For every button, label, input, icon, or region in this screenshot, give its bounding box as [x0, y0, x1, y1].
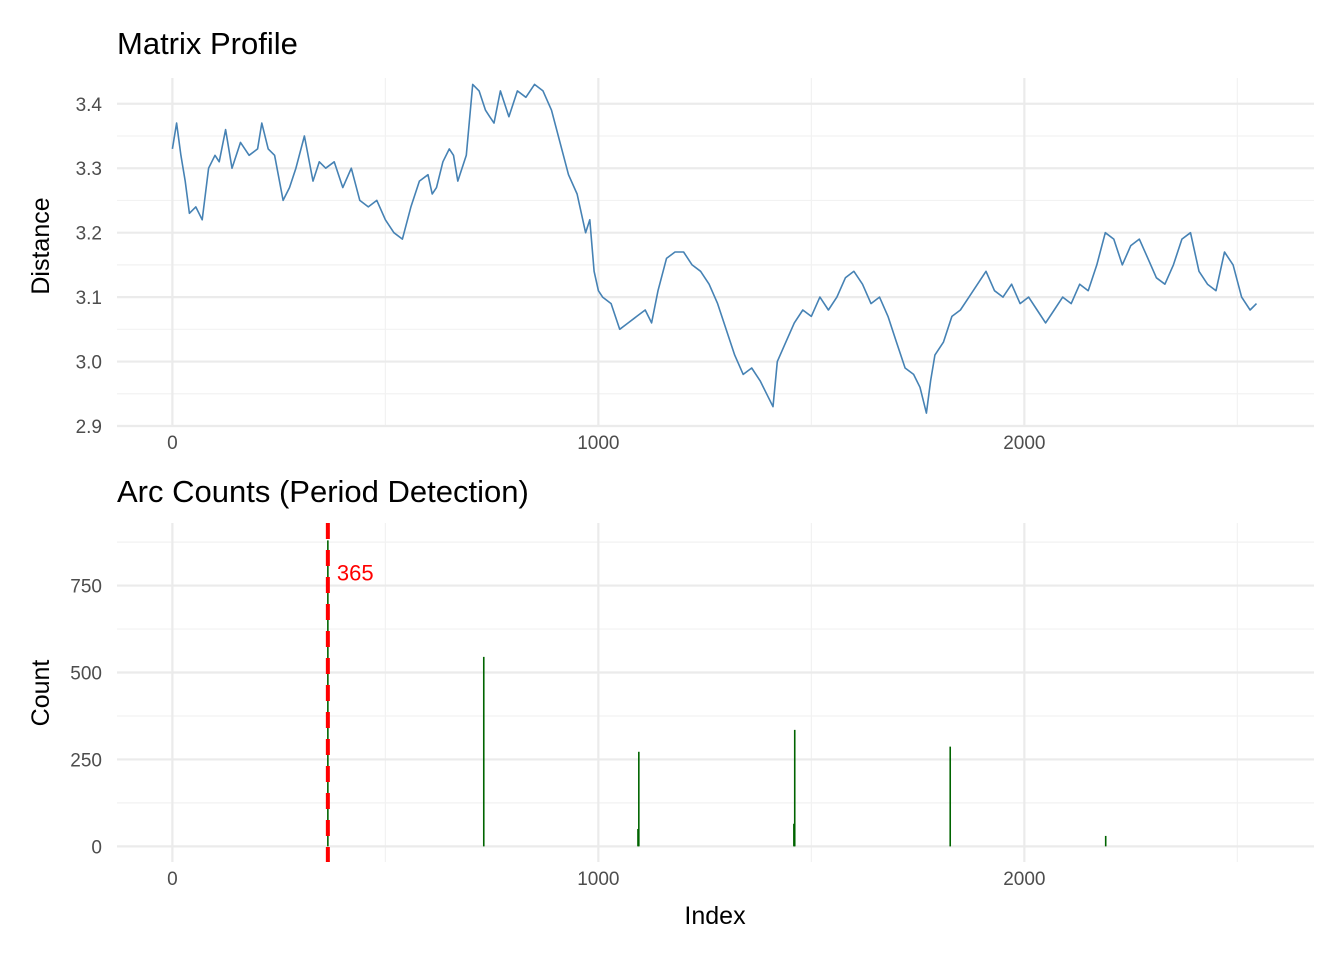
x-tick-label: 1000 [577, 433, 619, 454]
chart-title: Arc Counts (Period Detection) [117, 474, 529, 509]
y-tick-label: 500 [70, 664, 102, 685]
arc-counts-panel: Arc Counts (Period Detection) 0 250 500 750… [27, 474, 1314, 930]
y-tick-labels: 2.9 3.0 3.1 3.2 3.3 3.4 [76, 95, 103, 438]
y-tick-label: 0 [91, 837, 102, 858]
x-tick-label: 2000 [1003, 433, 1045, 454]
gridlines [117, 523, 1314, 862]
x-tick-labels: 0 1000 2000 [167, 869, 1045, 890]
y-tick-labels: 0 250 500 750 [70, 577, 102, 859]
gridlines [117, 78, 1314, 428]
series-line [171, 83, 1258, 414]
y-tick-label: 250 [70, 750, 102, 771]
x-tick-label: 0 [167, 433, 178, 454]
y-tick-label: 3.1 [76, 288, 102, 309]
data-line [171, 83, 1258, 414]
y-tick-label: 3.4 [76, 95, 103, 116]
y-axis-label: Count [27, 660, 55, 727]
x-tick-label: 1000 [577, 869, 619, 890]
x-tick-label: 0 [167, 869, 178, 890]
x-tick-label: 2000 [1003, 869, 1045, 890]
y-tick-label: 3.3 [76, 159, 102, 180]
annotations: 365 [325, 523, 374, 862]
chart-title: Matrix Profile [117, 26, 298, 61]
y-axis-label: Distance [27, 197, 55, 294]
matrix-profile-panel: Matrix Profile 2.9 3.0 3.1 3.2 3.3 3.4 0 1000 2… [27, 26, 1314, 454]
y-tick-label: 750 [70, 577, 102, 598]
y-tick-label: 3.0 [76, 353, 102, 374]
y-tick-label: 3.2 [76, 224, 102, 245]
x-tick-labels: 0 1000 2000 [167, 433, 1045, 454]
period-marker-label: 365 [337, 561, 374, 586]
x-axis-label: Index [684, 902, 746, 930]
y-tick-label: 2.9 [76, 417, 102, 438]
